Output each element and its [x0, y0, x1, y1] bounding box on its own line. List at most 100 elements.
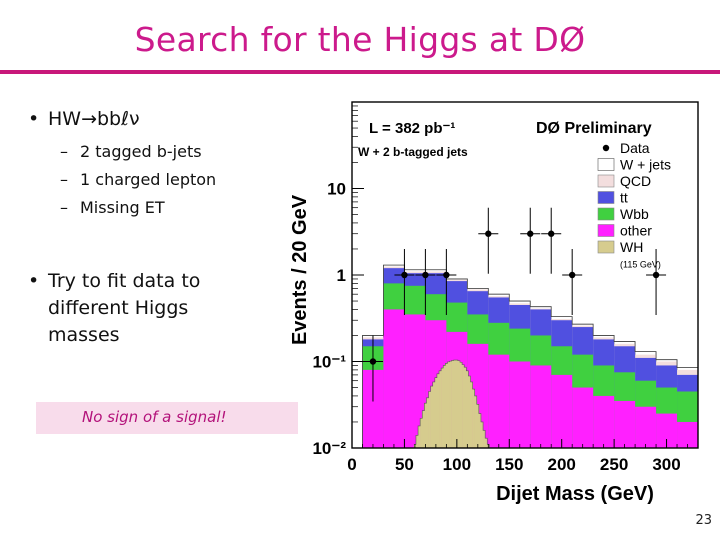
- stack-outline: [362, 264, 699, 448]
- legend-label: other: [620, 223, 652, 239]
- signal-bar-wh: [455, 360, 459, 448]
- signal-bar-wh: [485, 438, 488, 448]
- hist-bar-other: [572, 387, 594, 448]
- signal-bar-wh: [441, 368, 444, 448]
- slide-title: Search for the Higgs at DØ: [134, 20, 586, 59]
- signal-bar-wh: [418, 425, 421, 448]
- data-point: [485, 230, 492, 237]
- signal-bar-wh: [449, 361, 452, 448]
- hist-bar-other: [614, 400, 636, 448]
- x-tick-label: 150: [495, 455, 523, 474]
- hist-bar-other: [488, 354, 510, 448]
- legend-swatch: [597, 224, 615, 237]
- sub-bullet-text: Missing ET: [80, 198, 165, 217]
- data-point: [443, 271, 450, 279]
- signal-bar-wh: [426, 397, 429, 448]
- title-rule: [0, 70, 720, 74]
- signal-bar-wh: [439, 370, 442, 448]
- signal-bar-wh: [422, 410, 425, 448]
- x-tick-label: 300: [652, 455, 680, 474]
- hist-bar-other: [593, 395, 615, 448]
- luminosity-label: L = 382 pb⁻¹: [369, 120, 455, 137]
- signal-bar-wh: [415, 435, 419, 448]
- signal-bar-wh: [457, 360, 461, 448]
- signal-bar-wh: [430, 386, 434, 448]
- highlight-box: No sign of a signal!: [36, 402, 298, 434]
- legend-label: tt: [620, 190, 628, 206]
- x-tick-label: 50: [395, 455, 414, 474]
- sub-bullet: –1 charged lepton: [60, 170, 216, 189]
- signal-bar-wh: [420, 418, 423, 448]
- signal-bar-wh: [428, 391, 431, 448]
- signal-bar-wh: [472, 389, 475, 448]
- hist-bar-other: [404, 314, 426, 448]
- legend-marker: [602, 144, 610, 152]
- selection-label: W + 2 b-tagged jets: [358, 145, 468, 159]
- sub-bullet: – Missing ET: [60, 198, 165, 217]
- x-axis-title: Dijet Mass (GeV): [496, 483, 654, 505]
- legend-swatch: [597, 240, 615, 254]
- signal-bar-wh: [476, 404, 480, 448]
- signal-bar-wh: [466, 370, 469, 448]
- highlight-text: No sign of a signal!: [82, 408, 227, 426]
- hist-bar-other: [383, 309, 405, 448]
- signal-outline: [413, 359, 509, 449]
- hist-bar-other: [530, 365, 552, 448]
- hist-bar-other: [551, 374, 573, 448]
- bullet-text: Try to fit data to different Higgs masse…: [48, 270, 201, 346]
- signal-bar-wh: [480, 421, 484, 448]
- y-tick-label: 10⁻²: [312, 439, 346, 458]
- legend-note: (115 GeV): [620, 260, 661, 270]
- hist-bar-other: [362, 369, 384, 448]
- bullet-item: • HW→bbℓν: [28, 108, 140, 130]
- legend-swatch: [597, 191, 615, 204]
- data-point: [548, 230, 555, 237]
- signal-bar-wh: [453, 360, 457, 448]
- legend-label: Data: [620, 140, 650, 156]
- signal-bar-wh: [443, 365, 446, 448]
- signal-bar-wh: [451, 360, 455, 448]
- signal-bar-wh: [470, 381, 473, 448]
- y-tick-label: 10⁻¹: [312, 353, 346, 372]
- y-axis-title: Events / 20 GeV: [289, 194, 311, 345]
- hist-bar-other: [509, 361, 531, 448]
- legend-swatch: [597, 174, 615, 188]
- sub-bullet: –2 tagged b-jets: [60, 142, 202, 161]
- signal-bar-wh: [459, 362, 463, 448]
- dijet-mass-histogram: 0 50 100 150 200 250 300 10 1 10⁻¹ 10⁻² Dijet Mass …: [289, 101, 699, 505]
- signal-bar-wh: [468, 375, 471, 448]
- hist-bar-other: [635, 406, 657, 448]
- bullet-text: HW→bbℓν: [48, 108, 140, 130]
- legend-label: QCD: [620, 173, 651, 189]
- signal-bar-wh: [478, 413, 482, 448]
- signal-bar-wh: [432, 381, 436, 448]
- signal-bar-wh: [424, 403, 427, 448]
- signal-bar-wh: [464, 367, 467, 448]
- signal-bar-wh: [445, 363, 448, 448]
- hist-bar-other: [656, 413, 678, 448]
- x-tick-label: 250: [600, 455, 628, 474]
- signal-bar-wh: [434, 377, 438, 448]
- sub-bullet-text: 1 charged lepton: [80, 170, 217, 189]
- sub-bullet-text: 2 tagged b-jets: [80, 142, 202, 161]
- legend-label: W + jets: [620, 157, 671, 173]
- signal-bar-wh: [483, 430, 486, 448]
- signal-bar-wh: [462, 364, 465, 448]
- legend-swatch: [597, 207, 615, 221]
- y-tick-label: 1: [337, 266, 346, 285]
- sub-bullet-dash: –: [60, 170, 68, 189]
- bullet-dot: •: [28, 270, 40, 292]
- signal-bar-wh: [436, 373, 440, 448]
- legend-swatch: [597, 158, 615, 171]
- data-point: [568, 271, 576, 279]
- sub-bullet-dash: –: [60, 142, 68, 161]
- data-point: [401, 271, 408, 279]
- bullet-dot: •: [28, 108, 40, 130]
- hist-bar-other: [677, 421, 698, 448]
- x-tick-label: 0: [347, 455, 356, 474]
- sub-bullet-dash: –: [60, 198, 68, 217]
- data-point: [527, 230, 534, 237]
- experiment-label: DØ Preliminary: [536, 120, 652, 137]
- x-tick-label: 100: [443, 455, 471, 474]
